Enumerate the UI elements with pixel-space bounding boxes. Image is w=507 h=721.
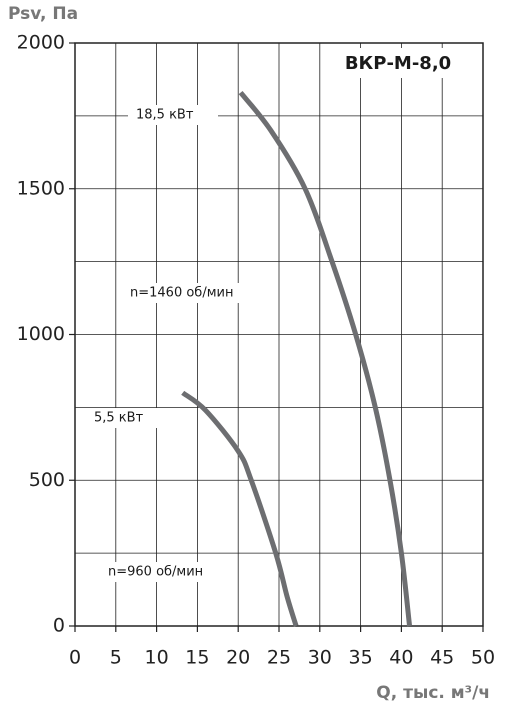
x-tick-label: 50 <box>471 647 495 669</box>
x-tick-label: 25 <box>267 647 291 669</box>
label-box <box>86 408 176 428</box>
y-tick-label: 500 <box>29 469 65 491</box>
plot <box>181 90 413 627</box>
y-tick-label: 0 <box>53 615 65 637</box>
x-tick-label: 0 <box>69 647 81 669</box>
y-tick-label: 1000 <box>17 323 65 345</box>
chart-title: ВКР-М-8,0 <box>345 53 451 74</box>
y-tick-label: 2000 <box>17 32 65 54</box>
y-tick-label: 1500 <box>17 177 65 199</box>
x-tick-label: 45 <box>430 647 454 669</box>
annotation: n=960 об/мин <box>108 565 203 580</box>
series-label: 5,5 кВт <box>94 411 144 426</box>
series-label: 18,5 кВт <box>136 108 194 123</box>
y-axis-label: Psv, Па <box>8 4 78 24</box>
labels: ВКР-М-8,0 18,5 кВт n=1460 об/мин 5,5 кВт… <box>86 48 470 582</box>
x-tick-label: 30 <box>308 647 332 669</box>
x-tick-label: 10 <box>145 647 169 669</box>
label-box <box>128 105 218 125</box>
label-box <box>124 283 250 303</box>
title-box <box>330 48 470 78</box>
x-axis-label: Q, тыс. м³/ч <box>376 683 490 703</box>
x-tick-label: 35 <box>349 647 373 669</box>
x-tick-label: 15 <box>185 647 209 669</box>
x-tick-label: 40 <box>389 647 413 669</box>
annotation: n=1460 об/мин <box>130 286 233 301</box>
label-box <box>100 562 224 582</box>
series-line <box>181 390 299 627</box>
x-tick-label: 5 <box>110 647 122 669</box>
plot-frame <box>74 42 484 627</box>
x-tick-label: 20 <box>226 647 250 669</box>
series-line <box>238 90 413 627</box>
